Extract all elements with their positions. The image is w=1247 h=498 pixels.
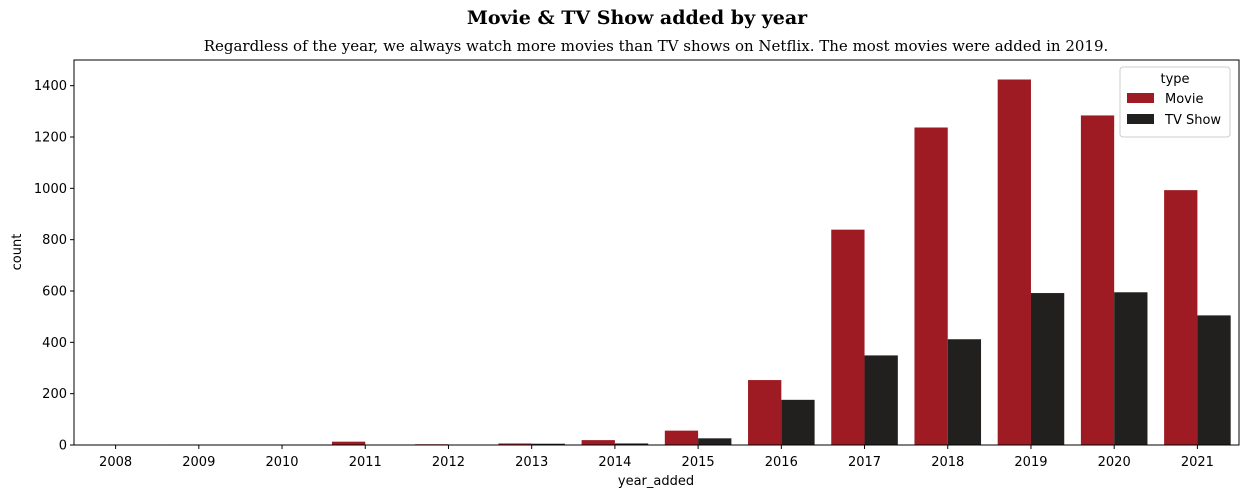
bar-tv-show-2015 [698, 438, 732, 445]
legend-swatch-tv-show [1127, 114, 1154, 124]
x-tick-label: 2018 [931, 455, 964, 470]
y-tick-label: 200 [42, 387, 67, 402]
bar-tv-show-2013 [531, 443, 565, 445]
bar-movie-2019 [997, 79, 1031, 445]
y-axis-ticks: 0 200 400 600 800 1000 1200 1400 [34, 79, 74, 454]
x-tick-label: 2012 [432, 455, 465, 470]
y-tick-label: 0 [59, 439, 67, 454]
y-tick-label: 600 [42, 285, 67, 300]
bar-movie-2018 [914, 127, 948, 445]
bar-movie-2017 [831, 229, 865, 445]
y-tick-label: 800 [42, 233, 67, 248]
x-tick-label: 2020 [1098, 455, 1131, 470]
bar-tv-show-2017 [864, 355, 898, 445]
y-tick-label: 400 [42, 336, 67, 351]
x-tick-label: 2011 [349, 455, 382, 470]
legend: type Movie TV Show [1119, 66, 1231, 138]
x-tick-label: 2013 [515, 455, 548, 470]
bars-group [82, 79, 1231, 445]
x-tick-label: 2015 [682, 455, 715, 470]
x-tick-label: 2019 [1014, 455, 1047, 470]
bar-movie-2013 [498, 443, 532, 445]
bar-tv-show-2014 [614, 443, 649, 445]
bar-tv-show-2019 [1030, 293, 1065, 445]
bar-tv-show-2016 [781, 399, 815, 445]
bar-tv-show-2018 [947, 339, 982, 445]
legend-label-movie: Movie [1165, 92, 1203, 107]
bar-movie-2011 [331, 441, 366, 445]
bar-movie-2016 [748, 380, 782, 445]
y-tick-label: 1200 [34, 131, 67, 146]
bar-movie-2021 [1164, 190, 1198, 445]
plot-frame [73, 59, 1240, 446]
x-tick-label: 2008 [99, 455, 132, 470]
y-tick-label: 1000 [34, 182, 67, 197]
bar-movie-2015 [664, 430, 699, 445]
x-tick-label: 2017 [848, 455, 881, 470]
bar-tv-show-2020 [1114, 292, 1148, 445]
y-axis-label: count [10, 234, 25, 271]
x-tick-label: 2010 [265, 455, 298, 470]
bar-movie-2014 [581, 440, 615, 445]
x-tick-label: 2021 [1181, 455, 1214, 470]
bar-tv-show-2021 [1197, 315, 1231, 445]
legend-label-tv-show: TV Show [1164, 113, 1221, 128]
legend-title: type [1160, 72, 1189, 87]
x-axis-label: year_added [618, 474, 694, 489]
x-axis-ticks: 2008 2009 2010 2011 2012 2013 2014 2015 2016 2017… [99, 445, 1214, 470]
bar-movie-2020 [1080, 115, 1115, 445]
y-tick-label: 1400 [34, 79, 67, 94]
chart-subtitle: Regardless of the year, we always watch … [203, 37, 1109, 55]
x-tick-label: 2014 [598, 455, 631, 470]
x-tick-label: 2009 [182, 455, 215, 470]
chart-title: Movie & TV Show added by year [466, 7, 808, 29]
legend-swatch-movie [1127, 93, 1154, 103]
x-tick-label: 2016 [765, 455, 798, 470]
